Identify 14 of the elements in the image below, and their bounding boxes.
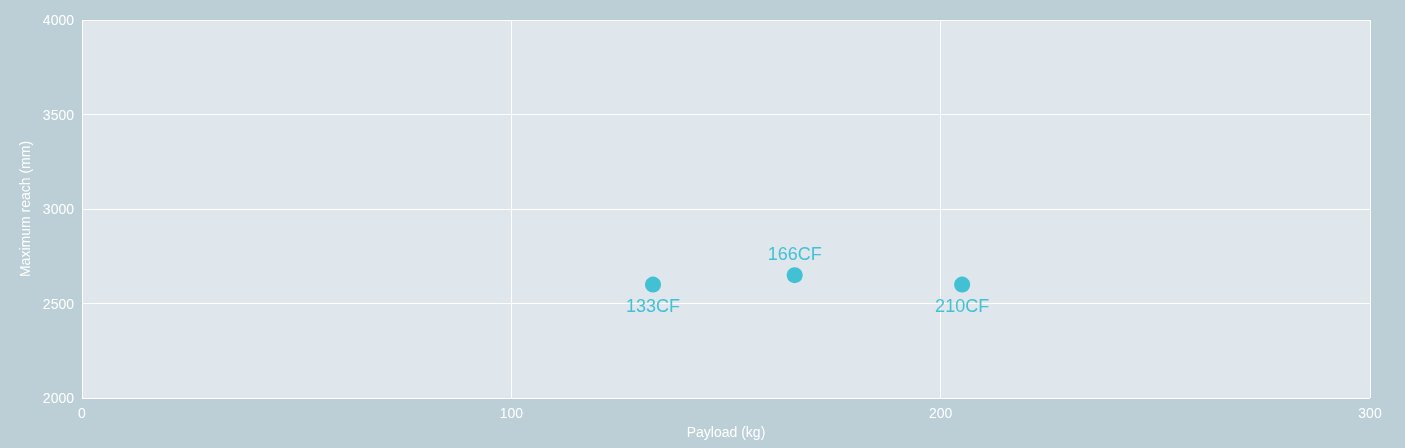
y-tick-label: 4000 <box>42 12 75 28</box>
x-axis-title: Payload (kg) <box>686 423 766 440</box>
y-tick-label: 3000 <box>42 201 75 217</box>
annotation: 210CF <box>935 295 990 316</box>
x-tick-label: 300 <box>1358 405 1382 421</box>
annotation: 133CF <box>626 295 681 316</box>
annotation: 166CF <box>767 244 822 265</box>
y-tick-label: 2000 <box>42 390 75 406</box>
y-axis-title: Maximum reach (mm) <box>16 140 33 278</box>
x-tick-label: 0 <box>78 405 87 421</box>
x-tick-label: 100 <box>499 405 524 421</box>
y-tick-label: 2500 <box>42 295 75 312</box>
x-tick-label: 200 <box>928 405 953 421</box>
y-tick-label: 3500 <box>42 106 75 123</box>
